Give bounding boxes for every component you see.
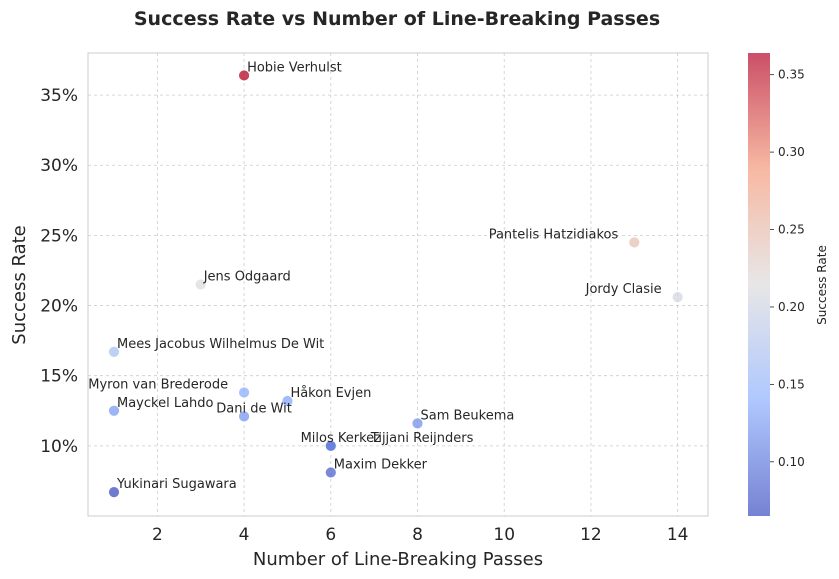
point-label: Hobie Verhulst [247, 60, 342, 75]
colorbar-tick-label: 0.20 [778, 300, 805, 314]
y-tick-label: 25% [40, 226, 78, 246]
data-point [108, 345, 120, 358]
x-axis-label: Number of Line-Breaking Passes [253, 549, 543, 570]
colorbar-label: Success Rate [815, 245, 829, 325]
data-point [671, 291, 684, 304]
colorbar-ticks: 0.10 0.15 0.20 0.25 0.30 0.35 [770, 68, 805, 469]
data-point [194, 278, 207, 291]
x-tick-label: 10 [493, 525, 515, 545]
data-points [108, 69, 684, 499]
point-label: Dani de Wit [216, 401, 292, 416]
point-label: Maxim Dekker [334, 458, 428, 473]
y-tick-label: 35% [40, 86, 78, 106]
x-tick-label: 2 [152, 525, 163, 545]
point-label: Pantelis Hatzidiakos [489, 227, 619, 242]
data-point [108, 486, 120, 499]
x-tick-label: 4 [239, 525, 250, 545]
colorbar [748, 53, 770, 516]
point-label: Jens Odgaard [203, 270, 291, 285]
y-tick-label: 10% [40, 437, 78, 457]
x-tick-label: 8 [412, 525, 423, 545]
data-point [628, 236, 641, 249]
point-label: Mees Jacobus Wilhelmus De Wit [117, 337, 324, 352]
point-label: Myron van Brederode [88, 378, 228, 393]
data-point [324, 439, 337, 452]
y-tick-label: 20% [40, 297, 78, 317]
y-axis-ticks: 10% 15% 20% 25% 30% 35% [40, 86, 78, 457]
data-point [324, 466, 337, 479]
plot-frame [87, 52, 709, 517]
colorbar-tick-label: 0.35 [778, 68, 805, 82]
point-label: Mayckel Lahdo [117, 396, 214, 411]
point-label: Milos Kerkez [301, 431, 382, 446]
data-point [238, 386, 250, 399]
point-labels: Hobie Verhulst Pantelis Hatzidiakos Jens O… [88, 60, 661, 492]
x-tick-label: 12 [580, 525, 602, 545]
grid [88, 53, 708, 516]
point-label: Håkon Evjen [290, 386, 371, 401]
colorbar-tick-label: 0.30 [778, 145, 805, 159]
colorbar-tick-label: 0.10 [778, 455, 805, 469]
data-point [281, 395, 294, 407]
y-axis-label: Success Rate [9, 225, 30, 344]
data-point [238, 410, 250, 423]
x-tick-label: 6 [325, 525, 336, 545]
point-label: Tijjani Reijnders [370, 431, 474, 446]
data-point [238, 69, 250, 82]
data-point [411, 417, 424, 430]
y-tick-label: 30% [40, 156, 78, 176]
data-point [108, 404, 120, 417]
point-label: Yukinari Sugawara [116, 477, 237, 492]
chart-title: Success Rate vs Number of Line-Breaking … [134, 8, 660, 30]
point-label: Sam Beukema [421, 408, 515, 423]
colorbar-tick-label: 0.25 [778, 223, 805, 237]
y-tick-label: 15% [40, 367, 78, 387]
x-axis-ticks: 2 4 6 8 10 12 14 [152, 525, 689, 545]
x-tick-label: 14 [667, 525, 689, 545]
point-label: Jordy Clasie [585, 282, 662, 297]
colorbar-tick-label: 0.15 [778, 377, 805, 391]
